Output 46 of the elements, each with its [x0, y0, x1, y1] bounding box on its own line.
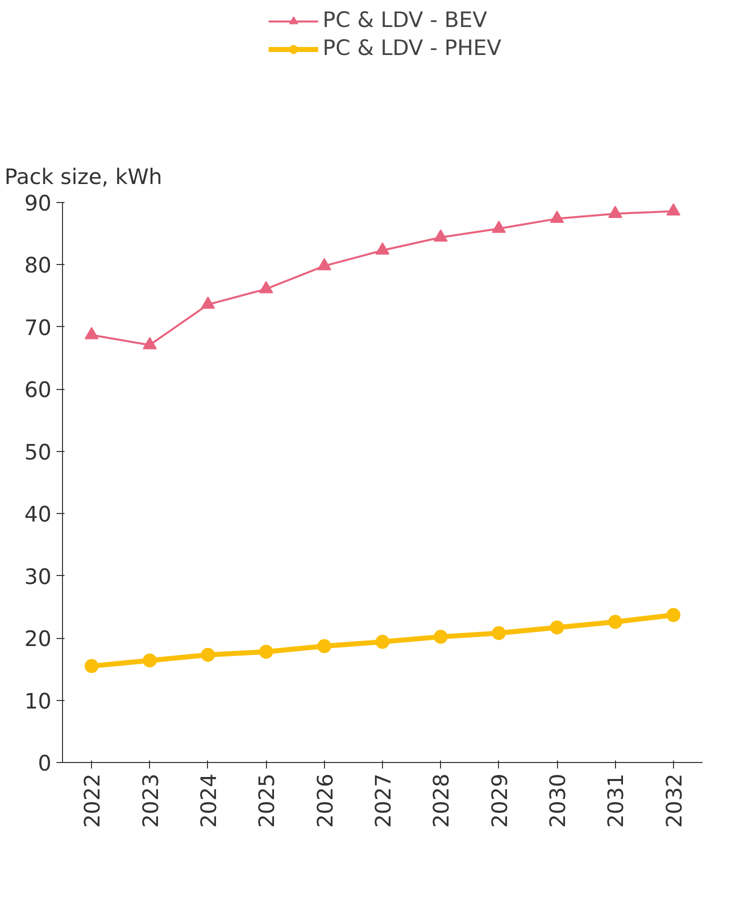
point [434, 630, 448, 644]
legend-label: PC & LDV - BEV [322, 8, 488, 33]
y-tick-label: 70 [24, 316, 52, 341]
x-tick-label: 2025 [255, 773, 280, 828]
y-tick-label: 50 [24, 440, 52, 466]
point [376, 634, 390, 649]
point [492, 220, 506, 233]
point [317, 639, 332, 654]
point [376, 242, 390, 255]
x-tick-label: 2032 [662, 773, 688, 828]
y-tick-label: 80 [24, 254, 52, 279]
point [492, 626, 506, 640]
point [84, 327, 99, 340]
point [434, 229, 448, 242]
point [550, 620, 564, 634]
y-tick-label: 90 [24, 192, 52, 216]
point [200, 648, 215, 662]
x-tick-label: 2024 [196, 773, 222, 828]
x-tick-label: 2027 [372, 773, 396, 828]
y-tick-label: 60 [24, 378, 52, 404]
y-axis-title: Pack size, kWh [4, 165, 162, 190]
point [317, 258, 332, 270]
x-tick-label: 2023 [138, 773, 164, 828]
y-tick-label: 0 [38, 752, 52, 776]
y-tick-label: 30 [24, 564, 52, 590]
point [550, 210, 564, 223]
point [142, 336, 157, 350]
point [259, 644, 274, 659]
point [666, 203, 680, 216]
point [608, 614, 622, 629]
point [142, 653, 157, 668]
point [666, 608, 680, 622]
x-tick-label: 2022 [80, 773, 106, 828]
point [608, 206, 622, 218]
point [200, 296, 215, 309]
legend-label: PC & LDV - PHEV [322, 36, 502, 61]
point [84, 659, 99, 674]
x-tick-label: 2026 [313, 773, 338, 828]
y-tick-label: 40 [24, 502, 52, 528]
x-tick-label: 2031 [604, 773, 630, 828]
x-tick-label: 2030 [546, 773, 572, 828]
point [259, 280, 274, 294]
x-tick-label: 2029 [488, 773, 513, 828]
y-tick-label: 20 [24, 627, 52, 652]
x-tick-label: 2028 [430, 773, 455, 828]
y-tick-label: 10 [24, 689, 52, 714]
